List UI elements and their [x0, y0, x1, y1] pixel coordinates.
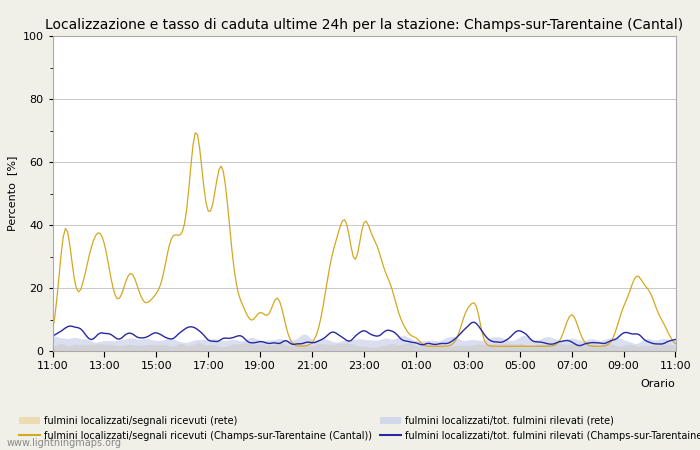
- Y-axis label: Percento  [%]: Percento [%]: [7, 156, 17, 231]
- Legend: fulmini localizzati/segnali ricevuti (rete), fulmini localizzati/segnali ricevut: fulmini localizzati/segnali ricevuti (re…: [19, 416, 700, 441]
- Title: Localizzazione e tasso di caduta ultime 24h per la stazione: Champs-sur-Tarentai: Localizzazione e tasso di caduta ultime …: [45, 18, 683, 32]
- Text: Orario: Orario: [640, 379, 676, 389]
- Text: www.lightningmaps.org: www.lightningmaps.org: [7, 438, 122, 448]
